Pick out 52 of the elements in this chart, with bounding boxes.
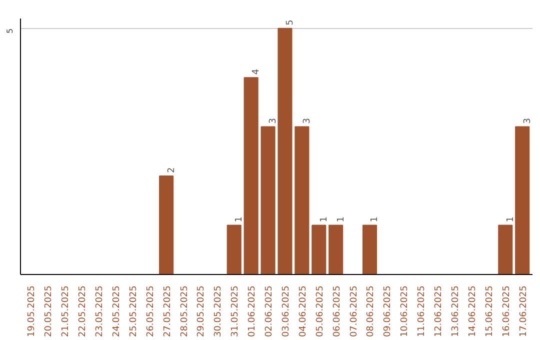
- x-tick-label: 26.05.2025: [146, 286, 156, 338]
- x-tick-label: 09.06.2025: [383, 286, 394, 338]
- x-tick-label: 12.06.2025: [434, 286, 444, 338]
- x-tick-label: 21.05.2025: [61, 286, 72, 338]
- data-label: 5: [285, 20, 296, 26]
- bar: [244, 77, 258, 274]
- x-tick-label: 29.05.2025: [196, 286, 207, 338]
- bar: [294, 126, 310, 274]
- data-label: 4: [252, 68, 262, 75]
- bar: [515, 126, 530, 274]
- x-tick-label: 08.06.2025: [366, 286, 376, 338]
- x-tick-label: 07.06.2025: [349, 286, 360, 338]
- x-tick-label: 14.06.2025: [468, 286, 478, 338]
- x-tick-label: 19.05.2025: [27, 286, 38, 338]
- bar: [260, 126, 276, 274]
- x-tick-label: 17.06.2025: [518, 286, 529, 338]
- data-label: 3: [302, 118, 312, 124]
- x-tick-label: 27.05.2025: [162, 286, 173, 338]
- data-label: 1: [506, 216, 516, 222]
- x-tick-label: 28.05.2025: [180, 286, 190, 338]
- data-label: 2: [166, 167, 177, 174]
- bar: [362, 224, 378, 274]
- data-label: 1: [234, 216, 245, 222]
- bar: [226, 224, 242, 274]
- bar: [278, 28, 292, 274]
- bar: [328, 224, 344, 274]
- x-tick-label: 25.05.2025: [128, 286, 139, 338]
- data-label: 1: [336, 216, 346, 222]
- x-tick-label: 31.05.2025: [230, 286, 241, 338]
- x-tick-label: 15.06.2025: [484, 286, 495, 338]
- x-tick-label: 13.06.2025: [451, 286, 462, 338]
- data-label: 1: [370, 216, 380, 222]
- x-tick-label: 04.06.2025: [298, 286, 308, 338]
- x-tick-label: 06.06.2025: [332, 286, 342, 338]
- x-tick-label: 03.06.2025: [281, 286, 292, 338]
- x-tick-label: 16.06.2025: [502, 286, 512, 338]
- data-label: 3: [268, 118, 279, 124]
- x-tick-label: 10.06.2025: [400, 286, 410, 338]
- bar: [498, 224, 513, 274]
- x-tick-label: 02.06.2025: [264, 286, 275, 338]
- x-tick-label: 23.05.2025: [94, 286, 105, 338]
- x-tick-label: 24.05.2025: [112, 286, 122, 338]
- data-label: 3: [522, 118, 533, 124]
- x-tick-label: 30.05.2025: [214, 286, 224, 338]
- bar: [159, 176, 174, 274]
- x-tick-label: 22.05.2025: [78, 286, 88, 338]
- bar: [312, 224, 326, 274]
- x-tick-label: 05.06.2025: [315, 286, 326, 338]
- x-tick-label: 01.06.2025: [248, 286, 258, 338]
- data-label: 1: [319, 216, 330, 222]
- x-tick-label: 11.06.2025: [417, 286, 428, 338]
- x-tick-label: 20.05.2025: [44, 286, 54, 338]
